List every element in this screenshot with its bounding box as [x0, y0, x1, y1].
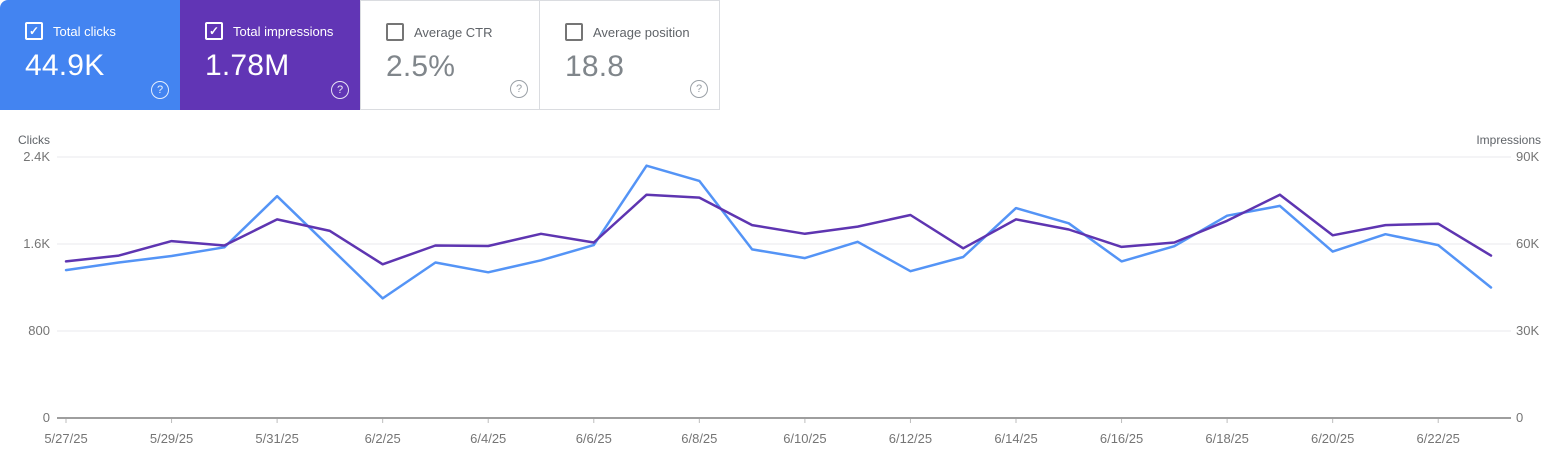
metric-card-header: ✓ Total clicks [25, 22, 180, 40]
metric-card-total-clicks[interactable]: ✓ Total clicks 44.9K ? [0, 0, 180, 110]
help-icon[interactable]: ? [151, 81, 169, 99]
metric-label: Average position [593, 24, 690, 40]
metric-value: 18.8 [565, 50, 625, 83]
metric-card-average-position[interactable]: Average position 18.8 ? [540, 0, 720, 110]
x-axis-tick-label: 6/22/25 [1416, 431, 1460, 446]
metric-value: 44.9K [25, 49, 105, 82]
x-axis-tick-label: 6/14/25 [994, 431, 1038, 446]
x-axis-tick-label: 6/20/25 [1310, 431, 1355, 446]
x-axis-tick-label: 6/8/25 [681, 431, 718, 446]
metric-label: Total clicks [53, 23, 116, 39]
x-axis-tick-label: 6/12/25 [888, 431, 933, 446]
x-axis-tick-label: 5/29/25 [149, 431, 194, 446]
metric-value: 1.78M [205, 49, 290, 82]
metric-card-total-impressions[interactable]: ✓ Total impressions 1.78M ? [180, 0, 360, 110]
metric-card-header: Average position [565, 23, 719, 41]
left-axis-tick-label: 1.6K [23, 236, 50, 251]
metric-card-header: Average CTR [386, 23, 539, 41]
checkbox-unchecked-icon[interactable] [386, 23, 404, 41]
metric-label: Total impressions [233, 23, 334, 39]
x-axis-tick-label: 6/4/25 [470, 431, 507, 446]
left-axis-tick-label: 0 [42, 410, 50, 425]
help-icon[interactable]: ? [331, 81, 349, 99]
x-axis-tick-label: 6/2/25 [364, 431, 401, 446]
x-axis-tick-label: 6/16/25 [1099, 431, 1144, 446]
x-axis-tick-label: 5/31/25 [255, 431, 299, 446]
checkbox-checked-icon[interactable]: ✓ [25, 22, 43, 40]
clicks-line[interactable] [64, 164, 1493, 300]
metric-value: 2.5% [386, 50, 456, 83]
help-icon[interactable]: ? [690, 80, 708, 98]
right-axis-tick-label: 90K [1516, 149, 1540, 164]
impressions-line[interactable] [64, 193, 1493, 266]
help-icon[interactable]: ? [510, 80, 528, 98]
metric-label: Average CTR [414, 24, 493, 40]
metric-cards-row: ✓ Total clicks 44.9K ? ✓ Total impressio… [0, 0, 720, 110]
right-axis-title: Impressions [1476, 133, 1541, 147]
right-axis-tick-label: 0 [1516, 410, 1524, 425]
x-axis-tick-label: 6/18/25 [1205, 431, 1249, 446]
metric-card-header: ✓ Total impressions [205, 22, 360, 40]
right-axis-tick-label: 60K [1516, 236, 1540, 251]
checkbox-checked-icon[interactable]: ✓ [205, 22, 223, 40]
x-axis-tick-label: 6/10/25 [783, 431, 827, 446]
x-axis-tick-label: 5/27/25 [44, 431, 88, 446]
metric-card-average-ctr[interactable]: Average CTR 2.5% ? [360, 0, 540, 110]
x-axis-tick-label: 6/6/25 [575, 431, 612, 446]
right-axis-tick-label: 30K [1516, 323, 1540, 338]
left-axis-tick-label: 800 [28, 323, 50, 338]
checkbox-unchecked-icon[interactable] [565, 23, 583, 41]
left-axis-title: Clicks [18, 133, 50, 147]
left-axis-tick-label: 2.4K [23, 149, 50, 164]
